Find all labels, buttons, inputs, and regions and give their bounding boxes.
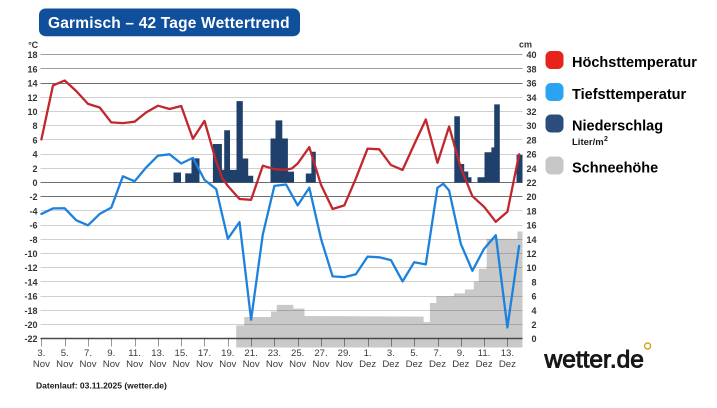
svg-text:4: 4 [32, 150, 37, 160]
svg-text:3.: 3. [387, 348, 395, 359]
svg-text:Dez: Dez [499, 359, 516, 370]
svg-text:-2: -2 [29, 192, 37, 202]
svg-text:9.: 9. [457, 348, 465, 359]
svg-text:32: 32 [526, 107, 536, 117]
svg-text:-22: -22 [24, 334, 37, 344]
svg-text:13.: 13. [151, 348, 164, 359]
svg-text:20: 20 [526, 192, 536, 202]
svg-text:5.: 5. [410, 348, 418, 359]
svg-text:Nov: Nov [56, 359, 73, 370]
svg-text:6: 6 [32, 135, 37, 145]
svg-text:16: 16 [27, 64, 37, 74]
svg-text:24: 24 [526, 164, 536, 174]
svg-text:17.: 17. [198, 348, 211, 359]
svg-text:Nov: Nov [336, 359, 353, 370]
svg-text:-6: -6 [29, 221, 37, 231]
svg-text:-8: -8 [29, 235, 37, 245]
svg-text:11.: 11. [128, 348, 141, 359]
svg-text:Liter/m: Liter/m [572, 137, 604, 148]
svg-text:13.: 13. [501, 348, 514, 359]
svg-text:Nov: Nov [312, 359, 329, 370]
svg-text:Nov: Nov [103, 359, 120, 370]
svg-text:3.: 3. [37, 348, 45, 359]
svg-text:°C: °C [28, 40, 39, 50]
svg-text:-12: -12 [24, 263, 37, 273]
svg-text:-18: -18 [24, 306, 37, 316]
svg-text:16: 16 [526, 221, 536, 231]
svg-text:40: 40 [526, 50, 536, 60]
svg-text:18: 18 [526, 206, 536, 216]
svg-text:-10: -10 [24, 249, 37, 259]
svg-text:38: 38 [526, 64, 536, 74]
svg-text:1.: 1. [364, 348, 372, 359]
svg-text:Nov: Nov [243, 359, 260, 370]
svg-text:-14: -14 [24, 277, 37, 287]
svg-text:wetter.de: wetter.de [544, 347, 644, 374]
svg-text:Nov: Nov [149, 359, 166, 370]
svg-text:Höchsttemperatur: Höchsttemperatur [572, 55, 697, 71]
svg-text:4: 4 [531, 306, 536, 316]
svg-text:9.: 9. [107, 348, 115, 359]
svg-text:cm: cm [519, 40, 532, 50]
svg-text:Nov: Nov [196, 359, 213, 370]
svg-text:5.: 5. [61, 348, 69, 359]
svg-text:Dez: Dez [476, 359, 493, 370]
svg-text:2: 2 [32, 164, 37, 174]
svg-text:Garmisch – 42 Tage Wettertrend: Garmisch – 42 Tage Wettertrend [48, 15, 290, 32]
svg-text:26: 26 [526, 150, 536, 160]
svg-text:Nov: Nov [79, 359, 96, 370]
svg-text:36: 36 [526, 79, 536, 89]
svg-text:Nov: Nov [126, 359, 143, 370]
svg-text:30: 30 [526, 121, 536, 131]
svg-text:7.: 7. [84, 348, 92, 359]
svg-text:12: 12 [526, 249, 536, 259]
svg-text:29.: 29. [338, 348, 351, 359]
svg-text:11.: 11. [478, 348, 491, 359]
svg-text:-20: -20 [24, 320, 37, 330]
svg-text:18: 18 [27, 50, 37, 60]
svg-text:28: 28 [526, 135, 536, 145]
svg-text:34: 34 [526, 93, 536, 103]
svg-text:Niederschlag: Niederschlag [572, 119, 663, 135]
svg-text:2: 2 [604, 136, 608, 143]
svg-text:7.: 7. [433, 348, 441, 359]
svg-text:14: 14 [526, 235, 536, 245]
svg-text:19.: 19. [221, 348, 234, 359]
svg-text:Schneehöhe: Schneehöhe [572, 161, 658, 177]
svg-text:Nov: Nov [289, 359, 306, 370]
svg-text:10: 10 [526, 263, 536, 273]
svg-text:Dez: Dez [452, 359, 469, 370]
svg-text:8: 8 [531, 277, 536, 287]
svg-text:Tiefsttemperatur: Tiefsttemperatur [572, 87, 687, 103]
svg-text:Datenlauf: 03.11.2025 (wetter.: Datenlauf: 03.11.2025 (wetter.de) [36, 381, 167, 391]
svg-text:14: 14 [27, 79, 37, 89]
svg-text:23.: 23. [268, 348, 281, 359]
svg-text:-16: -16 [24, 292, 37, 302]
svg-text:0: 0 [531, 334, 536, 344]
svg-text:8: 8 [32, 121, 37, 131]
svg-text:Nov: Nov [219, 359, 236, 370]
svg-text:27.: 27. [314, 348, 327, 359]
svg-text:21.: 21. [244, 348, 257, 359]
svg-text:Dez: Dez [429, 359, 446, 370]
svg-text:Nov: Nov [266, 359, 283, 370]
svg-text:25.: 25. [291, 348, 304, 359]
svg-text:Dez: Dez [406, 359, 423, 370]
svg-text:Nov: Nov [173, 359, 190, 370]
svg-text:Dez: Dez [382, 359, 399, 370]
svg-text:12: 12 [27, 93, 37, 103]
svg-text:-4: -4 [29, 206, 37, 216]
svg-text:6: 6 [531, 292, 536, 302]
svg-text:10: 10 [27, 107, 37, 117]
svg-text:15.: 15. [175, 348, 188, 359]
svg-text:22: 22 [526, 178, 536, 188]
svg-text:0: 0 [32, 178, 37, 188]
svg-text:Dez: Dez [359, 359, 376, 370]
svg-text:2: 2 [531, 320, 536, 330]
svg-text:Nov: Nov [33, 359, 50, 370]
